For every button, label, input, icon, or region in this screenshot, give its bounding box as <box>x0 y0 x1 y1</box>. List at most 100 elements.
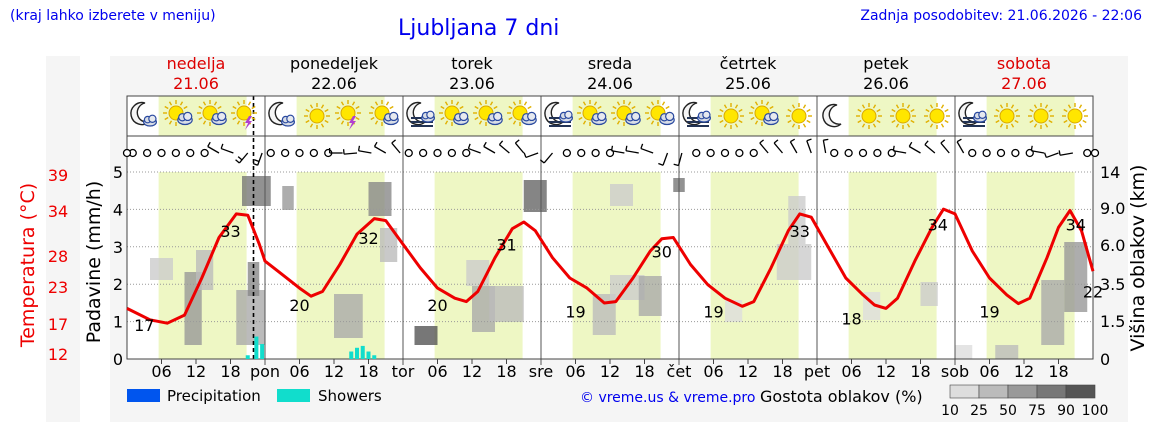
hour-tick-label: 12 <box>324 362 344 381</box>
copyright: © vreme.us & vreme.pro <box>580 390 755 406</box>
day-date: 26.06 <box>863 74 909 93</box>
wind-barb <box>342 149 358 155</box>
day-abbr-label: sre <box>529 362 553 381</box>
wind-calm <box>562 148 572 158</box>
temperature-label: 17 <box>134 316 154 335</box>
temperature-line <box>126 207 1095 325</box>
temp-tick-label: 34 <box>48 202 68 221</box>
wind-calm <box>171 148 181 158</box>
temperature-label: 30 <box>652 242 672 261</box>
wind-barb <box>357 145 372 154</box>
wind-calm <box>996 148 1006 158</box>
day-date: 27.06 <box>1001 74 1047 93</box>
sun-cloud-icon <box>749 100 779 126</box>
hour-tick-label: 18 <box>1048 362 1068 381</box>
legend-showers-label: Showers <box>318 387 382 405</box>
cloud-block <box>380 228 398 262</box>
wind-calm <box>404 148 413 158</box>
hour-tick-label: 18 <box>220 362 240 381</box>
cloud-block <box>955 345 973 359</box>
temperature-label: 20 <box>289 296 309 315</box>
wind-barb <box>328 148 343 154</box>
wind-barb <box>640 143 654 154</box>
temp-tick-label: 28 <box>48 247 68 266</box>
wind-barb <box>908 141 921 154</box>
cloud-height-tick-label: 3.5 <box>1100 275 1125 294</box>
cloud-block <box>414 326 438 345</box>
last-updated: Zadnja posodobitev: 21.06.2026 - 22:06 <box>860 8 1142 24</box>
shower-bar <box>360 345 365 359</box>
cloud-block <box>776 244 812 280</box>
wind-calm <box>735 148 744 158</box>
cloud-block <box>1064 242 1088 312</box>
temperature-label: 19 <box>703 303 723 322</box>
wind-calm <box>844 148 853 158</box>
wind-calm <box>749 148 758 158</box>
day-date: 21.06 <box>173 74 219 93</box>
cloud-block <box>995 345 1019 359</box>
wind-barb <box>822 138 829 154</box>
day-abbr-label: sob <box>941 362 969 381</box>
moon-fog-icon <box>544 101 573 127</box>
day-date: 24.06 <box>587 74 633 93</box>
moon-cloud-icon <box>130 101 158 127</box>
cloud-block <box>368 182 392 216</box>
wind-calm <box>692 148 701 158</box>
legend-precip-label: Precipitation <box>167 387 261 405</box>
temperature-label: 32 <box>358 229 378 248</box>
day-name: torek <box>451 54 493 73</box>
wind-barb <box>220 143 234 154</box>
sun-thunder-icon <box>335 100 361 130</box>
wind-calm <box>982 148 991 158</box>
hour-tick-label: 06 <box>841 362 861 381</box>
sun-icon <box>994 103 1020 129</box>
sun-icon <box>1062 103 1088 129</box>
sun-cloud-icon <box>473 100 503 126</box>
wind-barb <box>514 139 525 154</box>
hour-tick-label: 06 <box>151 362 171 381</box>
wind-barb <box>1043 152 1059 159</box>
hour-tick-label: 18 <box>910 362 930 381</box>
cloud-block <box>610 184 633 206</box>
day-name: ponedeljek <box>290 54 379 73</box>
day-abbr-label: pet <box>804 362 830 381</box>
sun-icon <box>304 103 330 129</box>
precip-tick-label: 1 <box>113 313 123 332</box>
wind-barb <box>773 139 783 154</box>
temperature-label: 31 <box>496 236 516 255</box>
temperature-label: 19 <box>565 303 585 322</box>
wind-barb <box>207 141 220 154</box>
density-swatch <box>1007 384 1038 399</box>
wind-barb <box>892 145 907 154</box>
density-swatch <box>1036 384 1067 399</box>
hour-tick-label: 12 <box>876 362 896 381</box>
legend-precip-swatch <box>127 389 160 402</box>
sun-cloud-icon <box>197 100 227 126</box>
cloud-block <box>282 186 294 210</box>
wind-barb <box>539 152 553 164</box>
sun-cloud-icon <box>645 100 675 126</box>
hour-tick-label: 18 <box>496 362 516 381</box>
sun-cloud-icon <box>611 100 641 126</box>
wind-calm <box>142 148 152 158</box>
wind-barb <box>467 143 481 154</box>
wind-calm <box>873 148 882 158</box>
precipitation-axis-title: Padavine (mm/h) <box>83 181 105 344</box>
moon-cloud-icon <box>268 101 296 127</box>
wind-barb <box>658 152 669 166</box>
cloud-height-axis-title: Višina oblakov (km) <box>1127 165 1149 352</box>
cloud-block <box>489 286 524 322</box>
temperature-label: 19 <box>979 303 999 322</box>
day-abbr-label: čet <box>667 362 692 381</box>
density-tick-label: 50 <box>999 403 1017 419</box>
cloud-height-tick-label: 1.5 <box>1100 312 1125 331</box>
precip-tick-label: 2 <box>113 275 123 294</box>
wind-barb <box>610 145 625 154</box>
wind-calm <box>462 148 471 158</box>
sun-thunder-icon <box>231 100 257 130</box>
hour-tick-label: 12 <box>600 362 620 381</box>
temperature-label: 18 <box>841 309 861 328</box>
day-abbr-label: pon <box>250 362 280 381</box>
temperature-label: 33 <box>220 222 240 241</box>
wind-barb <box>483 141 496 154</box>
